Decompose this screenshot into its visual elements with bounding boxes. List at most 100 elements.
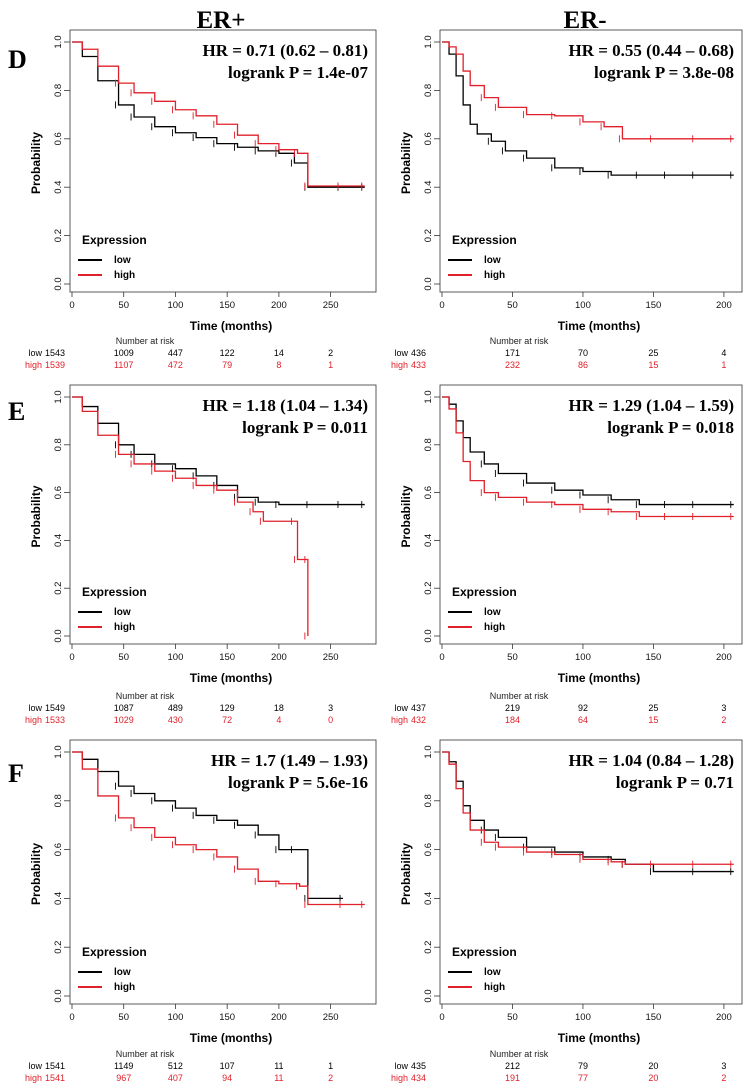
x-tick-label: 50 <box>507 652 518 663</box>
risk-value-low: 92 <box>578 703 588 713</box>
x-tick-label: 100 <box>575 1012 591 1023</box>
x-tick-label: 0 <box>439 300 444 311</box>
risk-value-high: 232 <box>505 360 520 370</box>
x-tick-label: 150 <box>219 652 235 663</box>
hazard-ratio-text: HR = 1.18 (1.04 – 1.34) <box>202 396 368 415</box>
risk-value-low: 436 <box>411 348 426 358</box>
risk-table-header: Number at risk <box>116 1049 175 1059</box>
risk-row-label-low: low <box>28 1061 42 1071</box>
risk-value-low: 107 <box>220 1061 235 1071</box>
y-tick-label: 0.8 <box>53 438 64 451</box>
risk-value-high: 8 <box>276 360 281 370</box>
risk-value-low: 437 <box>411 703 426 713</box>
legend-label-low: low <box>484 607 501 618</box>
x-tick-label: 150 <box>219 1012 235 1023</box>
survival-curve-high <box>442 41 734 140</box>
risk-value-low: 1541 <box>45 1061 65 1071</box>
x-tick-label: 100 <box>168 1012 184 1023</box>
y-tick-label: 0.2 <box>423 582 434 595</box>
x-axis-title: Time (months) <box>558 1031 640 1045</box>
x-tick-label: 50 <box>118 300 129 311</box>
x-tick-label: 200 <box>716 1012 732 1023</box>
y-axis-title: Probability <box>29 485 43 547</box>
y-axis-title: Probability <box>399 485 413 547</box>
risk-value-high: 1539 <box>45 360 65 370</box>
x-tick-label: 0 <box>69 300 74 311</box>
km-panel-e-er-neg: 0.0 0.2 0.4 0.6 0.8 1.0 Probability 0 50 100 150 20… <box>391 384 743 725</box>
plot-frame <box>439 29 743 293</box>
risk-value-high: 1107 <box>114 360 133 370</box>
x-axis-title: Time (months) <box>558 319 640 333</box>
risk-value-low: 14 <box>274 348 284 358</box>
risk-value-low: 129 <box>220 703 235 713</box>
risk-value-low: 25 <box>648 703 658 713</box>
x-tick-label: 200 <box>716 300 732 311</box>
hazard-ratio-text: HR = 0.55 (0.44 – 0.68) <box>568 41 734 60</box>
survival-curve-low <box>442 396 734 506</box>
legend-title: Expression <box>452 585 517 599</box>
risk-value-low: 1 <box>328 1061 333 1071</box>
logrank-p-text: logrank P = 0.011 <box>242 418 368 437</box>
y-tick-label: 1.0 <box>53 390 64 403</box>
risk-value-low: 171 <box>505 348 520 358</box>
y-tick-label: 0.2 <box>423 229 434 242</box>
row-label-e: E <box>8 397 25 426</box>
x-tick-label: 150 <box>645 300 661 311</box>
legend-label-low: low <box>484 967 501 978</box>
legend-title: Expression <box>82 233 147 247</box>
y-tick-label: 0.8 <box>423 84 434 97</box>
risk-value-high: 86 <box>578 360 588 370</box>
survival-curve-high <box>72 41 365 187</box>
risk-value-high: 191 <box>505 1073 520 1083</box>
legend-title: Expression <box>452 233 517 247</box>
risk-value-low: 1149 <box>114 1061 133 1071</box>
legend-label-low: low <box>114 255 131 266</box>
x-tick-label: 0 <box>439 1012 444 1023</box>
km-panel-d-er-neg: 0.0 0.2 0.4 0.6 0.8 1.0 Probability 0 50 100 150 20… <box>391 29 743 370</box>
legend-label-high: high <box>114 982 135 993</box>
risk-value-high: 0 <box>328 715 333 725</box>
x-tick-label: 50 <box>507 300 518 311</box>
risk-row-label-high: high <box>391 1073 408 1083</box>
y-tick-label: 0.0 <box>53 629 64 642</box>
legend-label-low: low <box>484 255 501 266</box>
risk-value-low: 512 <box>168 1061 183 1071</box>
plot-frame <box>69 29 377 293</box>
y-tick-label: 0.2 <box>53 941 64 954</box>
x-tick-label: 200 <box>271 652 287 663</box>
y-tick-label: 0.4 <box>53 534 64 547</box>
y-tick-label: 0.6 <box>53 486 64 499</box>
logrank-p-text: logrank P = 5.6e-16 <box>228 773 368 792</box>
risk-table-header: Number at risk <box>116 336 175 346</box>
risk-row-label-high: high <box>25 1073 42 1083</box>
y-tick-label: 0.2 <box>53 582 64 595</box>
risk-value-high: 430 <box>168 715 183 725</box>
y-axis-title: Probability <box>399 843 413 905</box>
x-tick-label: 200 <box>271 300 287 311</box>
y-tick-label: 1.0 <box>53 745 64 758</box>
x-tick-label: 250 <box>323 300 339 311</box>
x-tick-label: 100 <box>575 300 591 311</box>
risk-value-low: 11 <box>274 1061 283 1071</box>
survival-curve-high <box>72 751 365 906</box>
logrank-p-text: logrank P = 3.8e-08 <box>594 63 734 82</box>
risk-value-high: 472 <box>168 360 183 370</box>
x-tick-label: 250 <box>323 652 339 663</box>
risk-value-high: 407 <box>168 1073 183 1083</box>
risk-value-high: 15 <box>648 360 658 370</box>
y-tick-label: 1.0 <box>53 35 64 48</box>
km-panel-f-er-pos: F 0.0 0.2 0.4 0.6 0.8 1.0 Probability 0 50 100 150 2… <box>8 739 377 1083</box>
legend-title: Expression <box>82 585 147 599</box>
y-tick-label: 0.8 <box>423 438 434 451</box>
x-tick-label: 150 <box>219 300 235 311</box>
risk-value-low: 25 <box>648 348 658 358</box>
risk-value-high: 1533 <box>45 715 65 725</box>
y-tick-label: 0.6 <box>53 132 64 145</box>
y-tick-label: 0.8 <box>53 84 64 97</box>
y-tick-label: 0.2 <box>423 941 434 954</box>
legend-title: Expression <box>452 945 517 959</box>
risk-value-high: 2 <box>328 1073 333 1083</box>
legend-label-low: low <box>114 607 131 618</box>
risk-value-high: 433 <box>411 360 426 370</box>
y-axis-title: Probability <box>29 843 43 905</box>
